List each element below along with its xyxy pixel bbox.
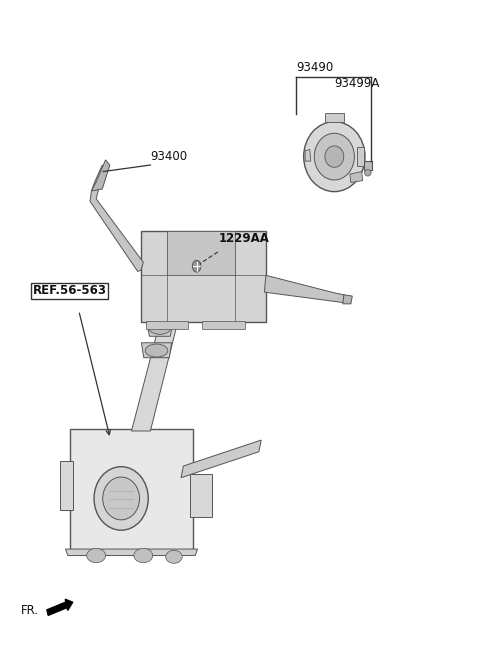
Ellipse shape	[304, 122, 365, 192]
Polygon shape	[132, 322, 178, 431]
Polygon shape	[181, 440, 261, 478]
Polygon shape	[363, 161, 372, 170]
Ellipse shape	[166, 551, 182, 563]
Polygon shape	[146, 322, 173, 336]
Polygon shape	[343, 295, 352, 304]
FancyArrow shape	[47, 599, 73, 616]
Text: REF.56-563: REF.56-563	[33, 284, 107, 298]
Ellipse shape	[145, 344, 168, 357]
Text: 93400: 93400	[150, 150, 188, 163]
Polygon shape	[142, 343, 172, 357]
Ellipse shape	[364, 170, 371, 176]
Ellipse shape	[149, 323, 170, 334]
Ellipse shape	[103, 477, 140, 520]
Polygon shape	[202, 321, 245, 328]
Ellipse shape	[87, 549, 106, 562]
Ellipse shape	[192, 260, 201, 272]
Polygon shape	[70, 429, 193, 553]
Polygon shape	[91, 160, 110, 191]
Polygon shape	[60, 461, 72, 510]
Polygon shape	[191, 474, 212, 516]
Text: 93490: 93490	[297, 60, 334, 74]
Polygon shape	[90, 165, 144, 271]
Ellipse shape	[94, 466, 148, 530]
Polygon shape	[325, 113, 344, 122]
Polygon shape	[167, 231, 235, 275]
Text: 1229AA: 1229AA	[219, 233, 270, 246]
Polygon shape	[350, 171, 362, 183]
Text: 93499A: 93499A	[335, 77, 380, 90]
Polygon shape	[65, 549, 198, 556]
Polygon shape	[264, 275, 348, 303]
Ellipse shape	[314, 133, 354, 180]
Polygon shape	[305, 150, 311, 161]
Polygon shape	[357, 147, 363, 166]
Polygon shape	[145, 321, 188, 328]
Ellipse shape	[325, 146, 344, 168]
Ellipse shape	[134, 549, 153, 562]
Polygon shape	[141, 231, 266, 322]
Text: FR.: FR.	[21, 604, 39, 617]
